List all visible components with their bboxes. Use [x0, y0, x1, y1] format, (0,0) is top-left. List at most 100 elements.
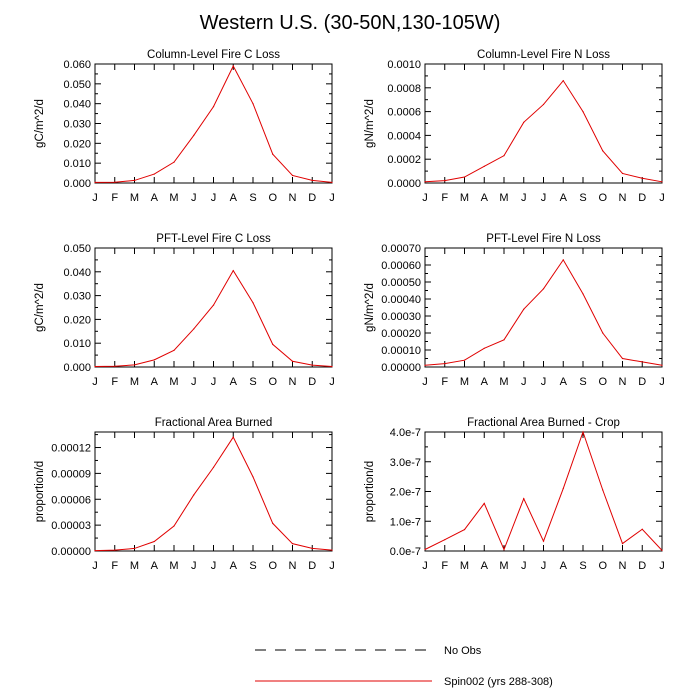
- y-tick-label: 0.00030: [381, 311, 421, 323]
- x-tick-label: J: [329, 560, 335, 572]
- x-tick-label: A: [151, 192, 159, 204]
- y-tick-label: 0.00060: [381, 260, 421, 272]
- data-point: [424, 548, 426, 551]
- data-point: [483, 165, 485, 167]
- x-tick-label: N: [619, 376, 627, 388]
- data-point: [252, 302, 254, 304]
- x-tick-label: J: [191, 560, 197, 572]
- x-tick-label: M: [130, 560, 139, 572]
- data-point: [114, 365, 116, 367]
- data-point: [661, 364, 663, 366]
- y-tick-label: 0.00012: [51, 443, 91, 455]
- plot-frame: [424, 247, 663, 368]
- data-point: [582, 293, 584, 295]
- data-point: [94, 365, 96, 368]
- x-tick-label: O: [598, 192, 607, 204]
- x-tick-label: A: [151, 376, 159, 388]
- data-point: [232, 270, 234, 272]
- x-tick-label: J: [92, 192, 98, 204]
- y-tick-label: 0.0004: [387, 130, 421, 142]
- data-point: [503, 548, 505, 551]
- data-point: [503, 339, 505, 341]
- x-tick-label: A: [560, 376, 568, 388]
- data-point: [291, 543, 294, 545]
- data-point: [311, 179, 313, 182]
- data-point: [153, 540, 155, 543]
- y-axis-label: gN/m^2/d: [364, 283, 376, 332]
- y-tick-label: 0.0002: [387, 154, 421, 166]
- x-tick-label: S: [579, 192, 586, 204]
- y-tick-label: 0.00006: [51, 494, 91, 506]
- data-point: [252, 476, 254, 478]
- figure-title: Western U.S. (30-50N,130-105W): [199, 12, 501, 34]
- x-tick-label: M: [169, 192, 178, 204]
- x-tick-label: M: [499, 192, 508, 204]
- x-tick-label: S: [579, 560, 586, 572]
- series-line: [424, 258, 663, 366]
- x-tick-label: J: [211, 192, 217, 204]
- y-tick-label: 0.00050: [381, 277, 421, 289]
- data-point: [542, 103, 545, 106]
- panel-title: Column-Level Fire C Loss: [147, 49, 280, 61]
- data-point: [133, 364, 136, 366]
- x-tick-label: M: [130, 192, 139, 204]
- y-axis-label: gC/m^2/d: [34, 99, 46, 148]
- x-tick-label: M: [169, 376, 178, 388]
- data-point: [212, 466, 215, 468]
- plot-frame: [94, 431, 333, 552]
- data-point: [621, 542, 624, 545]
- x-tick-label: A: [560, 192, 568, 204]
- x-tick-label: J: [541, 376, 547, 388]
- x-tick-label: O: [268, 560, 277, 572]
- x-tick-label: M: [130, 376, 139, 388]
- y-tick-label: 0.010: [63, 338, 91, 350]
- data-point: [114, 549, 116, 551]
- data-point: [463, 528, 466, 531]
- y-tick-label: 0.030: [63, 119, 91, 131]
- x-tick-label: S: [249, 192, 256, 204]
- data-point: [94, 181, 96, 184]
- y-axis-label: gC/m^2/d: [34, 283, 46, 332]
- x-tick-label: F: [441, 192, 448, 204]
- plot-frame: [94, 63, 333, 184]
- panel-title: Fractional Area Burned: [155, 417, 273, 429]
- panel-column-fire-n-loss: Column-Level Fire N Loss gN/m^2/d 0.0000 0.…: [364, 49, 665, 204]
- x-tick-label: J: [211, 376, 217, 388]
- data-point: [331, 181, 333, 184]
- legend-label-spin002: Spin002 (yrs 288-308): [444, 676, 553, 688]
- plot-frame: [424, 431, 663, 552]
- data-point: [523, 121, 525, 123]
- x-tick-label: D: [638, 560, 646, 572]
- y-tick-label: 2.0e-7: [390, 487, 421, 499]
- data-point: [173, 349, 175, 351]
- x-tick-label: A: [230, 376, 238, 388]
- data-point: [232, 436, 234, 438]
- y-tick-label: 0.040: [63, 99, 91, 111]
- data-point: [621, 172, 624, 175]
- data-point: [94, 549, 96, 552]
- x-tick-label: J: [191, 376, 197, 388]
- x-tick-label: J: [92, 376, 98, 388]
- x-tick-label: M: [169, 560, 178, 572]
- data-point: [424, 364, 426, 366]
- y-tick-label: 0.050: [63, 243, 91, 255]
- panel-column-fire-c-loss: Column-Level Fire C Loss gC/m^2/d 0.000 0.0…: [34, 49, 335, 204]
- data-point: [641, 361, 643, 363]
- y-tick-label: 0.030: [63, 291, 91, 303]
- y-tick-label: 0.00009: [51, 468, 91, 480]
- y-tick-label: 1.0e-7: [390, 516, 421, 528]
- panel-title: PFT-Level Fire N Loss: [486, 233, 601, 245]
- data-point: [641, 177, 643, 179]
- data-point: [661, 181, 663, 183]
- data-point: [483, 502, 485, 504]
- panel-title: PFT-Level Fire C Loss: [156, 233, 271, 245]
- x-tick-label: J: [541, 560, 547, 572]
- data-point: [173, 525, 175, 527]
- x-tick-label: J: [329, 376, 335, 388]
- y-tick-label: 0.00000: [51, 546, 91, 558]
- panel-title: Fractional Area Burned - Crop: [467, 417, 620, 429]
- series-line: [94, 436, 333, 552]
- data-point: [153, 173, 155, 175]
- x-tick-label: D: [308, 376, 316, 388]
